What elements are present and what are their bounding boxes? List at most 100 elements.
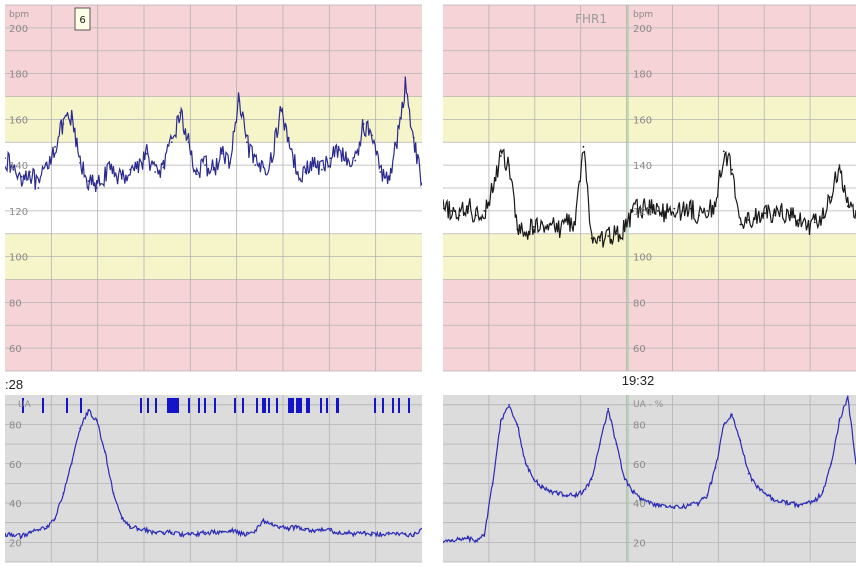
y-tick-label: 160 bbox=[633, 115, 652, 126]
data-point bbox=[747, 219, 750, 221]
data-point bbox=[412, 136, 415, 139]
data-point bbox=[279, 525, 282, 528]
data-point bbox=[838, 164, 841, 167]
data-point bbox=[822, 216, 824, 219]
data-point bbox=[607, 407, 610, 410]
data-point bbox=[755, 216, 758, 219]
event-mark bbox=[276, 398, 278, 413]
data-point bbox=[312, 161, 315, 164]
event-mark bbox=[262, 398, 266, 413]
data-point bbox=[45, 525, 48, 528]
data-point bbox=[245, 533, 248, 536]
data-point bbox=[524, 462, 527, 465]
data-point bbox=[714, 205, 717, 208]
data-point bbox=[458, 537, 461, 540]
data-point bbox=[312, 529, 315, 532]
data-point bbox=[780, 209, 783, 212]
data-point bbox=[220, 531, 223, 534]
data-point bbox=[170, 141, 173, 144]
data-point bbox=[458, 214, 461, 217]
data-point bbox=[582, 145, 585, 148]
data-point bbox=[296, 525, 298, 528]
data-point bbox=[270, 159, 273, 162]
data-point bbox=[483, 533, 486, 536]
y-tick-label: 120 bbox=[9, 207, 28, 218]
event-mark bbox=[167, 398, 179, 413]
data-point bbox=[673, 207, 676, 210]
data-point bbox=[20, 175, 23, 178]
data-point bbox=[254, 529, 257, 532]
event-mark bbox=[234, 398, 236, 413]
data-point bbox=[706, 494, 709, 497]
data-point bbox=[195, 173, 198, 176]
data-point bbox=[404, 533, 407, 536]
data-point bbox=[37, 529, 40, 532]
data-point bbox=[354, 533, 357, 536]
data-point bbox=[62, 492, 65, 495]
data-point bbox=[615, 443, 618, 446]
data-point bbox=[623, 228, 626, 231]
data-point bbox=[764, 492, 767, 495]
data-point bbox=[491, 187, 494, 189]
event-mark bbox=[288, 398, 294, 413]
data-point bbox=[813, 221, 816, 224]
data-point bbox=[321, 168, 323, 171]
data-point bbox=[137, 527, 140, 530]
data-point bbox=[70, 118, 73, 121]
data-point bbox=[329, 529, 332, 532]
data-point bbox=[45, 164, 48, 167]
event-mark bbox=[22, 398, 24, 413]
data-point bbox=[557, 492, 560, 495]
data-point bbox=[304, 527, 307, 530]
y-tick-label: 80 bbox=[633, 298, 646, 309]
data-point bbox=[516, 423, 519, 426]
event-mark bbox=[398, 398, 400, 413]
data-point bbox=[615, 232, 618, 235]
data-point bbox=[541, 221, 544, 224]
data-point bbox=[412, 533, 415, 536]
data-point bbox=[145, 152, 148, 155]
data-point bbox=[549, 490, 552, 493]
data-point bbox=[62, 123, 65, 125]
data-point bbox=[137, 164, 140, 167]
data-point bbox=[450, 539, 453, 542]
data-point bbox=[354, 159, 357, 162]
data-point bbox=[270, 523, 273, 526]
data-point bbox=[590, 478, 593, 481]
event-mark bbox=[80, 398, 82, 413]
data-point bbox=[632, 209, 634, 212]
data-point bbox=[29, 531, 31, 534]
data-point bbox=[640, 498, 643, 501]
y-tick-label: 200 bbox=[9, 24, 28, 35]
y-unit-label: bpm bbox=[9, 10, 29, 20]
data-point bbox=[755, 486, 758, 489]
data-point bbox=[557, 228, 560, 231]
data-point bbox=[656, 209, 659, 212]
event-mark bbox=[382, 398, 384, 413]
data-point bbox=[623, 478, 626, 481]
data-point bbox=[5, 157, 6, 160]
data-point bbox=[739, 439, 742, 442]
data-point bbox=[296, 171, 298, 173]
data-point bbox=[229, 161, 232, 164]
data-point bbox=[822, 490, 824, 493]
data-point bbox=[387, 533, 390, 536]
y-tick-label: 160 bbox=[9, 115, 28, 126]
data-point bbox=[54, 145, 56, 148]
y-tick-label: 80 bbox=[9, 298, 22, 309]
data-point bbox=[287, 136, 290, 139]
data-point bbox=[607, 235, 610, 237]
data-point bbox=[830, 196, 833, 199]
data-point bbox=[170, 531, 173, 534]
data-point bbox=[532, 225, 535, 228]
y-tick-label: 40 bbox=[9, 499, 22, 510]
data-point bbox=[154, 171, 157, 173]
data-point bbox=[739, 223, 742, 226]
data-point bbox=[797, 219, 800, 221]
data-point bbox=[212, 531, 215, 534]
data-point bbox=[79, 427, 81, 430]
data-point bbox=[287, 527, 290, 530]
y-unit-label: UA - % bbox=[633, 400, 664, 410]
ua-background bbox=[443, 395, 856, 562]
event-mark bbox=[242, 398, 244, 413]
